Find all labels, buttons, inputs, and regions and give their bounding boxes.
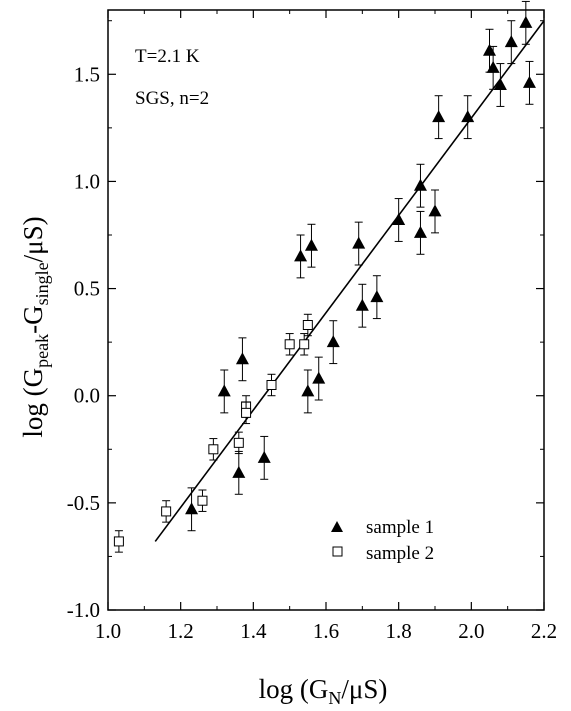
y-tick-label: 1.0 xyxy=(74,169,100,193)
x-axis-title: log (GN/μS) xyxy=(259,674,388,708)
y-tick-label: 0.0 xyxy=(74,384,100,408)
y-axis-title: log (Gpeak-Gsingle/μS) xyxy=(18,216,52,437)
square-marker xyxy=(302,320,313,330)
triangle-marker xyxy=(392,213,406,225)
square-marker xyxy=(241,407,252,418)
triangle-marker xyxy=(232,465,246,478)
sample-2-point xyxy=(233,431,244,455)
sample-1-point xyxy=(304,223,318,268)
x-tick-label: 2.2 xyxy=(531,619,557,643)
sample-1-point xyxy=(432,95,446,140)
sample-1-point xyxy=(326,320,340,365)
sample-2-point xyxy=(208,438,219,461)
annotations: T=2.1 K SGS, n=2 xyxy=(135,46,209,109)
triangle-marker xyxy=(257,450,271,463)
square-marker xyxy=(299,339,310,350)
sgs-annotation: SGS, n=2 xyxy=(135,88,209,109)
legend-marker-sample-2 xyxy=(332,546,343,557)
triangle-marker xyxy=(413,225,427,238)
square-marker xyxy=(197,495,208,506)
triangle-marker xyxy=(428,204,442,217)
legend-label-sample-1: sample 1 xyxy=(366,517,434,538)
x-tick-label: 1.8 xyxy=(386,619,412,643)
y-tick-label: -1.0 xyxy=(67,598,100,622)
temperature-annotation: T=2.1 K xyxy=(135,46,200,67)
triangle-marker xyxy=(461,110,475,123)
triangle-marker xyxy=(294,249,308,262)
triangle-marker xyxy=(217,384,231,397)
triangle-marker xyxy=(483,43,496,56)
triangle-marker xyxy=(519,15,533,28)
sample-2-point xyxy=(161,500,172,523)
triangle-marker xyxy=(235,352,249,365)
square-marker xyxy=(233,437,244,448)
x-tick-label: 1.0 xyxy=(95,619,121,643)
sample-1-point xyxy=(352,221,366,266)
triangle-marker xyxy=(413,178,427,191)
x-tick-label: 1.4 xyxy=(240,619,267,643)
sample-2-point xyxy=(284,333,295,356)
triangle-marker xyxy=(304,238,318,251)
sample-1-point xyxy=(294,234,308,279)
triangle-marker xyxy=(301,384,315,397)
legend-marker-sample-1 xyxy=(331,521,343,532)
axis-ticks xyxy=(107,10,545,611)
fit-line-group xyxy=(154,20,545,542)
tick-labels: 1.0 1.2 1.4 1.6 1.8 2.0 2.2 -1.0 -0.5 0.0 0.5 1.0 1.… xyxy=(67,62,557,643)
square-marker xyxy=(208,444,219,455)
x-tick-label: 2.0 xyxy=(458,619,484,643)
y-tick-label: 0.5 xyxy=(74,277,100,301)
x-tick-label: 1.6 xyxy=(313,619,339,643)
sample-2-point xyxy=(299,333,310,356)
sample-1-point xyxy=(519,0,533,45)
triangle-marker xyxy=(486,60,500,73)
sample-1-point xyxy=(493,63,507,107)
sample-2-point xyxy=(197,489,208,512)
sample-1-point xyxy=(232,450,246,495)
sample-1-point xyxy=(504,20,518,65)
sample-1-point xyxy=(312,356,326,401)
sample-2-point xyxy=(113,530,124,553)
sample-1-point xyxy=(392,198,406,242)
y-tick-label: -0.5 xyxy=(67,491,100,515)
sample-1-point xyxy=(185,487,199,532)
sample-1-point xyxy=(413,163,427,208)
sample-1-point xyxy=(413,210,427,255)
triangle-marker xyxy=(185,502,199,515)
sample-1-point xyxy=(301,369,315,414)
sample-2-point xyxy=(241,401,252,425)
legend: sample 1 sample 2 xyxy=(331,517,434,564)
y-tick-label: 1.5 xyxy=(74,62,100,86)
square-marker xyxy=(266,380,277,390)
sample-1-point xyxy=(235,337,249,382)
square-marker xyxy=(284,339,295,350)
sample-1-point xyxy=(257,435,271,480)
sample-1-point xyxy=(370,275,384,320)
triangle-marker xyxy=(493,78,507,90)
sample-1-point xyxy=(355,283,369,328)
triangle-marker xyxy=(326,335,340,348)
triangle-marker xyxy=(504,35,518,48)
triangle-marker xyxy=(370,290,384,303)
sample-1-point xyxy=(461,95,475,140)
sample-2-point xyxy=(266,373,277,397)
triangle-marker xyxy=(522,75,536,88)
sample-1-point xyxy=(522,60,536,105)
square-marker xyxy=(161,506,172,517)
x-tick-label: 1.2 xyxy=(168,619,194,643)
triangle-marker xyxy=(432,110,446,123)
legend-label-sample-2: sample 2 xyxy=(366,543,434,564)
data-points xyxy=(113,0,536,553)
sample-2-point xyxy=(302,313,313,337)
triangle-marker xyxy=(352,236,366,249)
sample-1-point xyxy=(217,369,231,414)
square-marker xyxy=(113,536,124,547)
triangle-marker xyxy=(355,298,369,311)
triangle-marker xyxy=(312,371,326,384)
sample-1-point xyxy=(428,189,442,234)
fit-line xyxy=(154,20,545,542)
